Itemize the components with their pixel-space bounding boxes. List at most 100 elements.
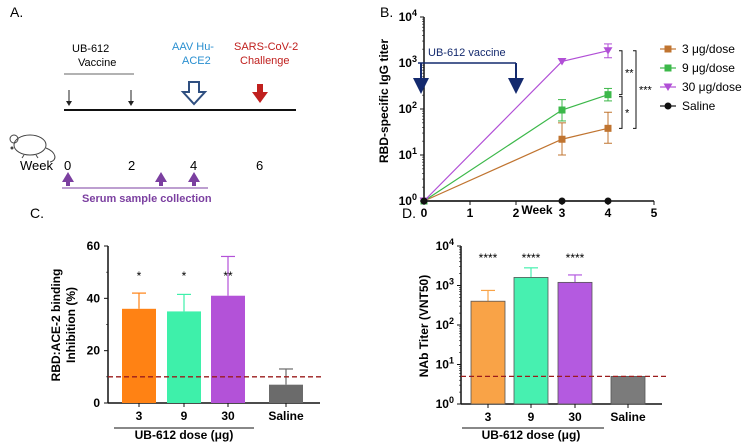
b-significance-label: *** (639, 85, 653, 97)
d-x-axis-title: UB-612 dose (μg) (482, 428, 581, 442)
c-y-tick-label: 20 (87, 344, 101, 358)
b-vaccine-banner: UB-612 vaccine (428, 47, 506, 59)
b-data-point (420, 197, 428, 205)
b-data-point (558, 135, 566, 143)
b-y-tick-label: 101 (399, 146, 417, 162)
d-y-tick-label-base: 10 (436, 358, 450, 372)
b-y-axis-title: RBD-specific IgG titer (377, 39, 391, 163)
d-y-tick-label-base: 10 (436, 318, 450, 332)
d-y-tick-label-exp: 1 (449, 356, 454, 366)
b-significance-label: ** (625, 68, 634, 80)
b-y-tick-label-base: 10 (399, 148, 413, 162)
c-significance-label: * (182, 269, 187, 283)
b-x-tick-label: 3 (559, 206, 566, 220)
b-legend-marker (664, 45, 672, 53)
b-y-tick-label-base: 10 (399, 102, 413, 116)
d-significance-label: **** (566, 251, 585, 265)
c-bar (269, 384, 303, 403)
d-y-tick-label-base: 10 (436, 397, 450, 411)
b-series-line (423, 127, 609, 202)
b-significance-label: * (625, 107, 630, 119)
serum-label: Serum sample collection (82, 193, 212, 205)
c-bar (122, 308, 156, 403)
d-bar (513, 277, 549, 405)
d-x-tick-label: 3 (485, 410, 492, 424)
c-y-axis-title-line1: RBD:ACE-2 binding (49, 269, 63, 382)
d-significance-label: **** (479, 251, 498, 265)
d-y-axis-title: NAb Titer (VNT50) (417, 275, 431, 377)
panel-a: A. UB-612 Vaccine AAV Hu- ACE2 SARS-CoV-… (9, 4, 298, 205)
b-y-tick-label-exp: 2 (412, 100, 417, 110)
c-significance-label: * (137, 269, 142, 283)
d-x-tick-label: 9 (528, 410, 535, 424)
b-legend-label: Saline (682, 99, 716, 113)
b-data-point (558, 106, 566, 114)
d-y-tick-label-exp: 3 (449, 277, 454, 287)
b-y-tick-label: 103 (399, 54, 417, 70)
c-x-tick-label: 3 (136, 409, 143, 423)
b-data-point (558, 197, 566, 205)
b-banner-anchor (425, 65, 517, 69)
b-legend-marker (664, 102, 672, 110)
serum-arrow-icon (155, 172, 167, 186)
panel-d-label: D. (402, 205, 416, 221)
serum-arrows (62, 172, 200, 186)
d-y-tick-label-base: 10 (436, 279, 450, 293)
b-x-tick-label: 2 (513, 206, 520, 220)
b-legend: 3 μg/dose 9 μg/dose 30 μg/dose Saline (660, 42, 742, 113)
challenge-label-line1: SARS-CoV-2 (234, 41, 298, 53)
b-y-tick-label-base: 10 (399, 10, 413, 24)
panel-d: D. NAb Titer (VNT50) UB-612 dose (μg) 10… (402, 205, 666, 442)
c-x-tick-label: 9 (181, 409, 188, 423)
b-data-point (557, 57, 567, 66)
b-y-tick-label: 102 (399, 100, 417, 116)
week-tick: 6 (256, 158, 263, 173)
d-y-tick-label: 101 (436, 356, 454, 372)
b-legend-label: 3 μg/dose (682, 42, 735, 56)
d-significance-label: **** (522, 251, 541, 265)
panel-c: C. RBD:ACE-2 binding Inhibition (%) UB-6… (30, 205, 324, 442)
d-bar (470, 300, 506, 405)
d-y-tick-label-base: 10 (436, 239, 450, 253)
aav-label-line2: ACE2 (182, 55, 211, 67)
d-x-tick-label: Saline (610, 410, 646, 424)
aav-label-line1: AAV Hu- (172, 41, 214, 53)
b-y-tick-label-exp: 1 (412, 146, 417, 156)
b-y-tick-label-exp: 4 (412, 8, 417, 18)
b-y-tick-label-exp: 0 (412, 192, 417, 202)
b-significance-bracket (619, 50, 623, 96)
b-x-axis-title: Week (521, 203, 552, 217)
challenge-label-line2: Challenge (240, 55, 290, 67)
c-x-axis-title: UB-612 dose (μg) (135, 428, 234, 442)
b-legend-label: 30 μg/dose (682, 80, 742, 94)
b-data-point (604, 124, 612, 132)
panel-a-label: A. (10, 4, 23, 20)
d-y-tick-label: 102 (436, 316, 454, 332)
b-significance-bracket (633, 50, 637, 129)
week-tick: 2 (128, 158, 135, 173)
vaccine-label-line2: Vaccine (78, 57, 116, 69)
serum-arrow-icon (188, 172, 200, 186)
b-data-point (604, 197, 612, 205)
week-tick: 4 (190, 158, 197, 173)
vaccine-arrowhead-week0 (66, 101, 72, 106)
b-x-tick-label: 1 (467, 206, 474, 220)
challenge-arrow-icon (252, 84, 268, 103)
c-bar (167, 311, 201, 403)
d-bar (610, 375, 646, 405)
b-legend-marker (664, 64, 672, 72)
c-plot: 0 20 40 60 3 * 9 * 30 ** Saline (87, 239, 324, 423)
d-y-tick-label: 100 (436, 395, 454, 411)
b-y-tick-label-base: 10 (399, 194, 413, 208)
b-series-line (423, 94, 609, 202)
d-y-tick-label-exp: 4 (449, 237, 454, 247)
b-x-tick-label: 0 (421, 206, 428, 220)
d-y-tick-label: 104 (436, 237, 454, 253)
b-data-point (604, 91, 612, 99)
b-legend-label: 9 μg/dose (682, 61, 735, 75)
d-bar (557, 281, 593, 405)
c-significance-label: ** (223, 269, 233, 283)
